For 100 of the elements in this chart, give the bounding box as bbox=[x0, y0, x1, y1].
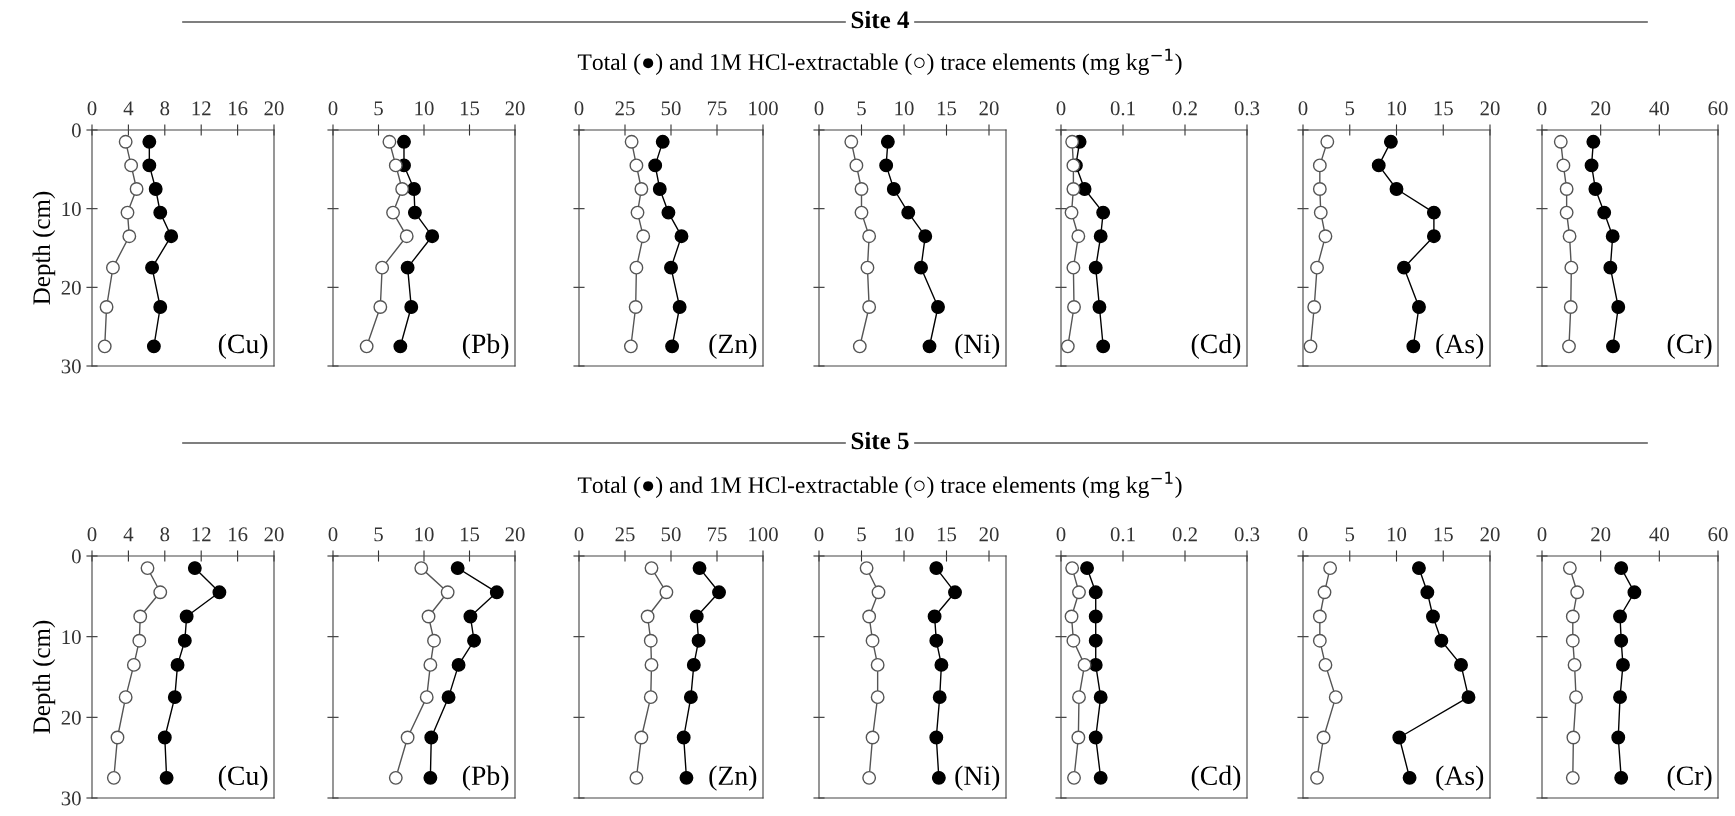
point bbox=[886, 182, 901, 196]
point bbox=[931, 770, 946, 785]
point bbox=[397, 134, 411, 149]
point bbox=[648, 158, 663, 173]
x-tick-label: 20 bbox=[264, 101, 284, 116]
point bbox=[1071, 229, 1086, 244]
point bbox=[629, 158, 644, 173]
point bbox=[386, 205, 401, 220]
x-tick-label: 5 bbox=[374, 527, 383, 542]
x-tick-label: 10 bbox=[1387, 527, 1407, 542]
point bbox=[1616, 657, 1630, 672]
point bbox=[922, 339, 937, 354]
y-tick-label: 20 bbox=[61, 280, 81, 295]
x-tick-label: 5 bbox=[374, 101, 383, 116]
point bbox=[634, 182, 649, 196]
x-tick-label: 25 bbox=[615, 527, 635, 542]
point bbox=[1088, 730, 1103, 745]
x-tick-label: 0 bbox=[1298, 527, 1308, 542]
point bbox=[1092, 300, 1107, 314]
y-tick-label: 10 bbox=[62, 202, 81, 217]
point bbox=[1559, 182, 1574, 196]
point bbox=[1313, 205, 1328, 220]
point bbox=[1088, 633, 1103, 648]
point bbox=[1088, 260, 1103, 275]
x-tick-label: 100 bbox=[749, 527, 778, 542]
point bbox=[425, 229, 440, 244]
point bbox=[489, 585, 504, 600]
x-tick-label: 60 bbox=[1708, 527, 1728, 542]
point bbox=[679, 770, 694, 785]
point bbox=[1426, 609, 1440, 624]
point bbox=[630, 205, 645, 220]
point bbox=[1383, 134, 1398, 149]
point bbox=[404, 300, 419, 314]
annotation: (As) bbox=[1436, 765, 1484, 791]
point bbox=[1562, 339, 1576, 354]
x-tick-label: 0 bbox=[814, 101, 824, 116]
point bbox=[1420, 585, 1435, 600]
y-axis-title: Depth (cm) bbox=[32, 191, 56, 305]
point bbox=[1077, 657, 1092, 672]
point bbox=[1434, 633, 1449, 648]
x-tick-label: 4 bbox=[123, 101, 134, 116]
x-tick-label: 10 bbox=[1387, 101, 1407, 116]
point bbox=[686, 657, 701, 672]
point bbox=[914, 260, 928, 275]
point bbox=[1553, 134, 1568, 149]
point bbox=[640, 609, 655, 624]
x-tick-label: 0 bbox=[328, 527, 338, 542]
point bbox=[879, 158, 894, 173]
point bbox=[1312, 158, 1327, 173]
x-tick-label: 20 bbox=[979, 101, 999, 116]
point bbox=[373, 300, 388, 314]
x-tick-label: 0.2 bbox=[1172, 101, 1197, 116]
point bbox=[1310, 260, 1324, 275]
point bbox=[1064, 205, 1079, 220]
y-tick-label: 0 bbox=[71, 549, 81, 564]
x-tick-label: 0 bbox=[1537, 527, 1547, 542]
annotation: (Pb) bbox=[462, 765, 509, 791]
point bbox=[1072, 585, 1086, 600]
point bbox=[388, 770, 403, 785]
point bbox=[1565, 633, 1580, 648]
point bbox=[860, 260, 875, 275]
point bbox=[1310, 770, 1324, 785]
x-tick-label: 0 bbox=[1537, 101, 1547, 116]
point bbox=[1312, 609, 1327, 624]
x-tick-label: 15 bbox=[460, 527, 480, 542]
x-tick-label: 15 bbox=[460, 101, 480, 116]
point bbox=[1570, 585, 1585, 600]
point bbox=[1569, 690, 1583, 705]
point bbox=[665, 339, 680, 354]
point bbox=[932, 690, 947, 705]
x-tick-label: 100 bbox=[749, 101, 778, 116]
point bbox=[1611, 730, 1626, 745]
x-tick-label: 20 bbox=[505, 527, 525, 542]
point bbox=[862, 229, 877, 244]
point bbox=[644, 657, 659, 672]
point bbox=[644, 561, 659, 576]
point bbox=[1605, 229, 1620, 244]
x-tick-label: 5 bbox=[857, 527, 866, 542]
x-tick-label: 20 bbox=[1480, 101, 1500, 116]
point bbox=[1318, 657, 1333, 672]
point bbox=[683, 690, 698, 705]
point bbox=[1080, 561, 1094, 576]
point bbox=[1312, 182, 1327, 196]
point bbox=[870, 690, 885, 705]
point bbox=[1613, 609, 1627, 624]
x-tick-label: 5 bbox=[857, 101, 866, 116]
point bbox=[664, 260, 678, 275]
x-tick-label: 10 bbox=[895, 101, 914, 116]
point bbox=[1411, 300, 1426, 314]
point bbox=[624, 134, 639, 149]
point bbox=[659, 585, 674, 600]
point bbox=[1556, 158, 1571, 173]
point bbox=[1317, 585, 1332, 600]
point bbox=[1096, 339, 1111, 354]
point bbox=[918, 229, 933, 244]
point bbox=[1454, 657, 1468, 672]
point bbox=[1614, 633, 1629, 648]
point bbox=[870, 657, 885, 672]
point bbox=[399, 229, 414, 244]
x-tick-label: 12 bbox=[192, 101, 211, 116]
